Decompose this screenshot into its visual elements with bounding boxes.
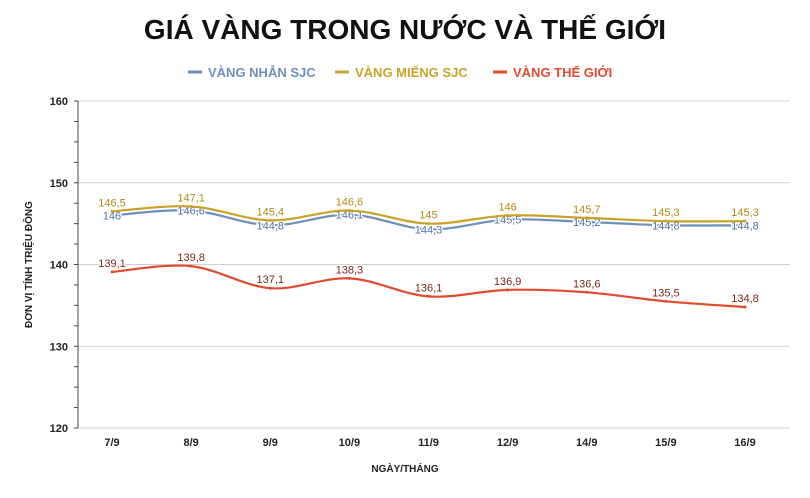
data-point xyxy=(427,227,430,231)
y-tick-label: 150 xyxy=(50,178,68,190)
data-point xyxy=(743,305,747,309)
x-tick-label: 12/9 xyxy=(497,437,518,449)
x-tick-label: 15/9 xyxy=(655,437,676,449)
data-point xyxy=(347,276,351,280)
x-axis-title: NGÀY/THÁNG xyxy=(371,462,438,475)
data-point xyxy=(268,286,272,290)
data-point xyxy=(506,213,510,217)
data-label: 144,8 xyxy=(256,220,284,232)
data-point xyxy=(664,299,668,303)
data-label: 145,3 xyxy=(652,207,680,219)
data-point xyxy=(110,270,114,274)
y-axis-title: ĐƠN VỊ TÍNH TRIỆU ĐỒNG xyxy=(22,201,35,328)
x-tick-label: 11/9 xyxy=(418,437,439,449)
data-point xyxy=(110,213,114,217)
series-line xyxy=(111,205,746,225)
legend-label: VÀNG MIẾNG SJC xyxy=(355,65,468,80)
data-label: 144,8 xyxy=(652,220,680,232)
data-point xyxy=(585,220,589,224)
data-point xyxy=(427,222,430,226)
data-point xyxy=(743,219,747,223)
data-label: 145 xyxy=(419,210,437,222)
data-label: 146,6 xyxy=(336,197,364,209)
data-point xyxy=(506,218,510,222)
data-point xyxy=(347,213,351,217)
data-point xyxy=(585,290,589,294)
x-tick-label: 9/9 xyxy=(263,437,278,449)
legend-label: VÀNG NHẪN SJC xyxy=(208,65,316,80)
x-tick-label: 7/9 xyxy=(104,437,119,449)
data-label: 137,1 xyxy=(256,274,284,286)
data-label: 136,1 xyxy=(415,282,443,294)
data-label: 138,3 xyxy=(336,264,364,276)
data-label: 135,5 xyxy=(652,287,680,299)
data-point xyxy=(268,223,272,227)
data-point xyxy=(427,294,430,298)
x-tick-label: 10/9 xyxy=(339,437,360,449)
data-point xyxy=(585,216,589,220)
data-label: 145,4 xyxy=(256,206,284,218)
data-point xyxy=(189,204,193,208)
data-label: 136,9 xyxy=(494,276,522,288)
data-point xyxy=(110,209,114,213)
data-label: 146,5 xyxy=(98,197,126,209)
data-point xyxy=(506,288,510,292)
data-point xyxy=(664,219,668,223)
x-tick-label: 16/9 xyxy=(734,437,755,449)
series-line xyxy=(111,264,746,309)
legend-label: VÀNG THẾ GIỚI xyxy=(513,65,612,80)
data-label: 146 xyxy=(103,210,121,222)
data-point xyxy=(743,223,747,227)
y-tick-label: 160 xyxy=(50,96,68,108)
data-point xyxy=(268,218,272,222)
x-tick-label: 14/9 xyxy=(576,437,597,449)
series-line xyxy=(111,209,746,231)
data-label: 146 xyxy=(498,201,516,213)
y-tick-label: 120 xyxy=(50,423,68,435)
data-label: 145,2 xyxy=(573,217,601,229)
data-label: 139,8 xyxy=(177,252,205,264)
data-point xyxy=(664,223,668,227)
data-label: 145,3 xyxy=(731,207,759,219)
data-label: 134,8 xyxy=(731,293,759,305)
data-label: 144,8 xyxy=(731,220,759,232)
y-tick-label: 130 xyxy=(50,341,68,353)
x-tick-label: 8/9 xyxy=(183,437,198,449)
data-point xyxy=(189,209,193,213)
data-label: 145,7 xyxy=(573,204,601,216)
data-label: 144,3 xyxy=(415,224,443,236)
data-label: 139,1 xyxy=(98,258,126,270)
data-point xyxy=(189,264,193,268)
data-label: 136,6 xyxy=(573,278,601,290)
y-tick-label: 140 xyxy=(50,260,68,272)
chart-title: GIÁ VÀNG TRONG NƯỚC VÀ THẾ GIỚI xyxy=(143,14,667,45)
data-point xyxy=(347,209,351,213)
data-label: 147,1 xyxy=(177,192,205,204)
